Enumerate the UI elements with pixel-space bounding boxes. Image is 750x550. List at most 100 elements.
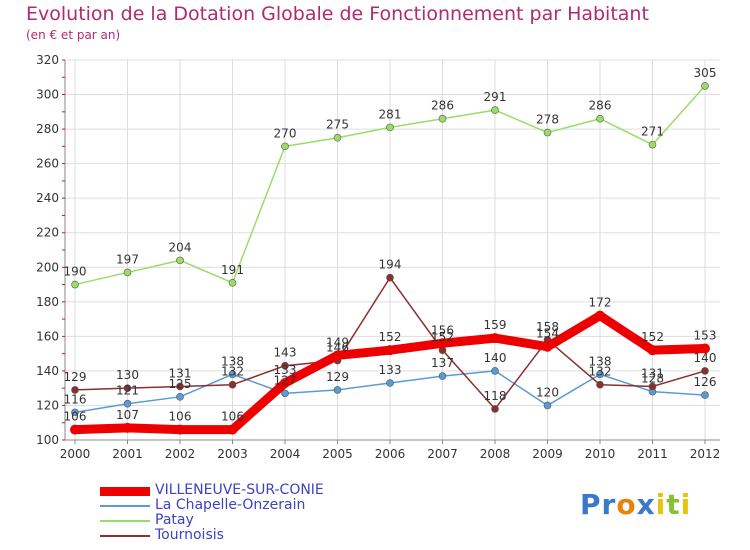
data-point bbox=[228, 279, 237, 287]
data-point bbox=[175, 424, 185, 435]
data-point bbox=[281, 142, 289, 151]
data-label: 133 bbox=[379, 363, 402, 377]
data-point bbox=[543, 128, 552, 137]
data-label: 172 bbox=[589, 296, 612, 310]
data-point bbox=[543, 401, 552, 410]
data-label: 118 bbox=[484, 389, 507, 403]
data-point bbox=[700, 343, 710, 354]
data-label: 152 bbox=[379, 330, 402, 344]
data-label: 191 bbox=[221, 263, 244, 277]
data-label: 156 bbox=[431, 323, 454, 337]
y-tick-label: 100 bbox=[36, 433, 59, 447]
data-label: 132 bbox=[589, 365, 612, 379]
data-point bbox=[227, 424, 238, 435]
y-tick-label: 120 bbox=[36, 398, 59, 412]
data-label: 106 bbox=[221, 410, 244, 424]
legend-label: Tournoisis bbox=[155, 527, 224, 543]
data-label: 291 bbox=[484, 90, 507, 104]
y-tick-label: 260 bbox=[36, 157, 59, 171]
data-label: 152 bbox=[431, 330, 454, 344]
data-label: 127 bbox=[274, 373, 297, 387]
data-label: 125 bbox=[169, 377, 192, 391]
data-label: 121 bbox=[116, 384, 139, 398]
data-label: 158 bbox=[536, 320, 559, 334]
x-tick-label: 2008 bbox=[480, 447, 511, 461]
data-label: 286 bbox=[431, 99, 454, 113]
y-tick-label: 160 bbox=[36, 329, 59, 343]
data-point bbox=[648, 382, 657, 391]
y-tick-label: 320 bbox=[36, 53, 59, 67]
data-point bbox=[71, 386, 79, 394]
data-label: 140 bbox=[694, 351, 717, 365]
x-tick-label: 2012 bbox=[690, 447, 721, 461]
x-tick-label: 2003 bbox=[217, 447, 248, 461]
data-point bbox=[123, 268, 132, 277]
data-point bbox=[385, 345, 395, 356]
data-point bbox=[281, 389, 289, 398]
data-label: 131 bbox=[641, 366, 664, 380]
data-point bbox=[542, 341, 553, 352]
legend-label: VILLENEUVE-SUR-CONIE bbox=[155, 482, 324, 498]
data-point bbox=[70, 424, 80, 435]
data-point bbox=[491, 405, 499, 413]
x-tick-label: 2005 bbox=[322, 447, 353, 461]
data-label: 204 bbox=[169, 240, 192, 254]
proxiti-logo: Proxiti bbox=[580, 488, 692, 521]
data-point bbox=[281, 361, 289, 370]
data-label: 106 bbox=[169, 410, 192, 424]
data-label: 138 bbox=[221, 354, 244, 368]
data-label: 275 bbox=[326, 118, 349, 132]
data-point bbox=[386, 273, 394, 282]
data-label: 116 bbox=[64, 392, 87, 406]
data-point bbox=[228, 380, 237, 389]
data-label: 137 bbox=[431, 356, 454, 370]
x-tick-label: 2006 bbox=[375, 447, 406, 461]
data-point bbox=[648, 140, 657, 149]
data-point bbox=[123, 399, 132, 408]
data-label: 305 bbox=[694, 66, 717, 80]
data-label: 270 bbox=[274, 126, 297, 140]
data-label: 197 bbox=[116, 252, 139, 266]
data-label: 278 bbox=[536, 113, 559, 127]
data-point bbox=[596, 114, 604, 123]
x-tick-label: 2009 bbox=[532, 447, 563, 461]
data-point bbox=[701, 391, 709, 399]
data-label: 153 bbox=[694, 328, 717, 342]
x-tick-label: 2007 bbox=[427, 447, 458, 461]
y-tick-label: 240 bbox=[36, 191, 59, 205]
data-point bbox=[176, 382, 184, 391]
data-point bbox=[701, 367, 709, 375]
data-label: 190 bbox=[64, 265, 87, 279]
data-point bbox=[438, 114, 447, 123]
data-point bbox=[701, 82, 709, 90]
data-label: 132 bbox=[221, 365, 244, 379]
data-point bbox=[280, 378, 290, 388]
data-point bbox=[437, 338, 448, 349]
data-label: 120 bbox=[536, 385, 559, 399]
data-label: 143 bbox=[274, 346, 297, 360]
data-point bbox=[176, 393, 184, 401]
data-label: 146 bbox=[326, 341, 349, 355]
data-label: 286 bbox=[589, 99, 612, 113]
legend-swatch bbox=[100, 535, 150, 537]
y-tick-label: 280 bbox=[36, 122, 59, 136]
data-point bbox=[228, 370, 237, 379]
data-point bbox=[491, 367, 499, 375]
y-tick-label: 140 bbox=[36, 364, 59, 378]
y-tick-label: 200 bbox=[36, 260, 59, 274]
legend-swatch bbox=[100, 486, 150, 496]
x-tick-label: 2002 bbox=[165, 447, 196, 461]
data-label: 128 bbox=[641, 372, 664, 386]
data-label: 140 bbox=[484, 351, 507, 365]
data-label: 126 bbox=[694, 375, 717, 389]
data-point bbox=[490, 333, 500, 344]
data-point bbox=[647, 345, 658, 356]
data-label: 149 bbox=[326, 335, 349, 349]
data-label: 138 bbox=[589, 354, 612, 368]
data-point bbox=[333, 386, 342, 394]
data-label: 194 bbox=[379, 258, 402, 272]
data-point bbox=[386, 379, 394, 387]
x-tick-label: 2000 bbox=[60, 447, 91, 461]
